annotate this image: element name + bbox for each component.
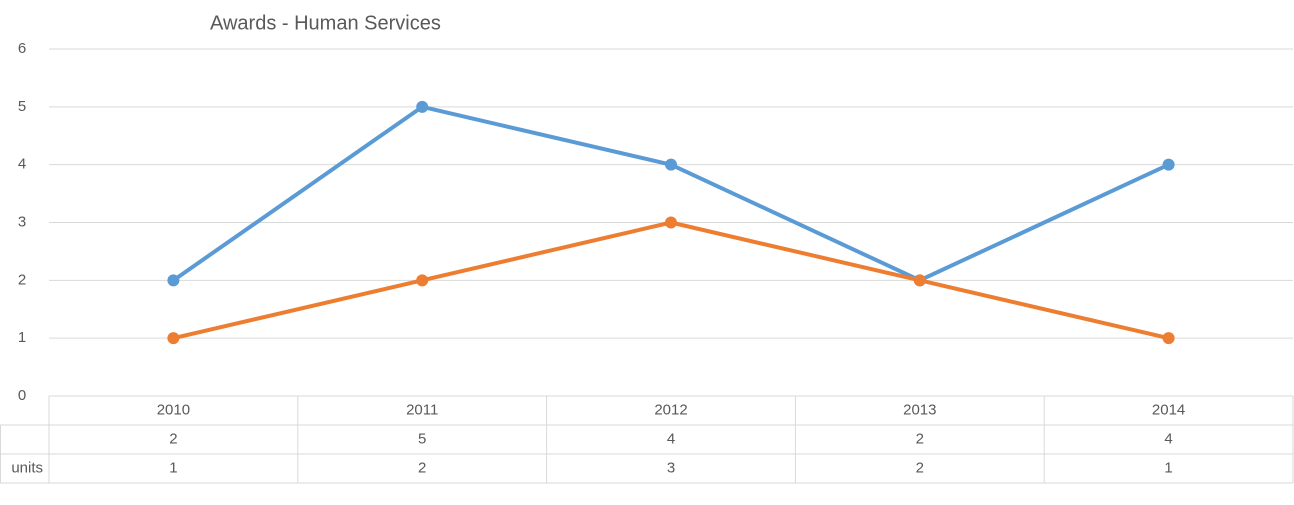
table-value: 2 (916, 459, 924, 476)
y-tick-label: 4 (18, 156, 26, 173)
series-line (172, 104, 1170, 283)
y-tick-label: 6 (18, 40, 26, 57)
legend-label: units (11, 459, 43, 476)
y-tick-label: 1 (18, 329, 26, 346)
point (167, 274, 180, 287)
x-tick-label: 2014 (1152, 401, 1185, 418)
point (1162, 332, 1175, 345)
x-tick-label: 2011 (406, 401, 438, 418)
y-tick-label: 0 (18, 387, 26, 404)
table-value: 2 (418, 459, 426, 476)
table-value: 1 (169, 459, 177, 476)
x-tick-label: 2012 (654, 401, 687, 418)
table-value: 5 (418, 430, 426, 447)
table-value: 4 (1164, 430, 1172, 447)
y-tick-label: 3 (18, 213, 26, 230)
point (416, 274, 429, 287)
point (665, 158, 677, 171)
point (167, 332, 180, 345)
x-tick-label: 2013 (903, 401, 936, 418)
y-tick-label: 2 (18, 271, 26, 288)
point (1162, 158, 1175, 171)
chart-title: Awards - Human Services (210, 12, 441, 34)
table-value: 1 (1164, 459, 1172, 476)
table-value: 4 (667, 430, 675, 447)
table-value: 3 (667, 459, 675, 476)
table-value: 2 (169, 430, 177, 447)
y-tick-label: 5 (18, 98, 26, 115)
point (665, 216, 677, 229)
point (416, 100, 429, 113)
point (913, 274, 926, 287)
x-tick-label: 2010 (157, 401, 190, 418)
table-value: 2 (916, 430, 924, 447)
